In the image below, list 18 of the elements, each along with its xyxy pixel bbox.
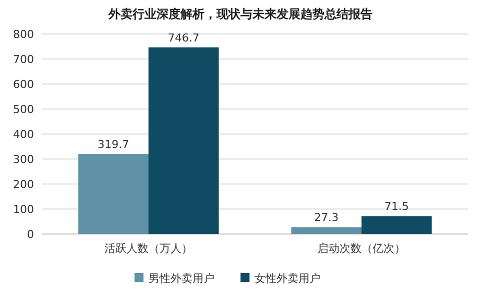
legend-label: 男性外卖用户	[148, 272, 214, 285]
data-label: 746.7	[168, 31, 200, 44]
y-tick-label: 400	[13, 128, 34, 141]
legend-label: 女性外卖用户	[254, 272, 320, 285]
y-tick-label: 200	[13, 178, 34, 191]
title: 外卖行业深度解析，现状与未来发展趋势总结报告	[108, 7, 372, 21]
y-tick-label: 500	[13, 103, 34, 116]
x-tick-label: 启动次数（亿次）	[318, 242, 406, 255]
y-tick-label: 700	[13, 53, 34, 66]
data-label: 319.7	[98, 138, 130, 152]
y-tick-label: 300	[13, 153, 34, 166]
y-tick-label: 0	[27, 228, 34, 241]
y-tick-label: 800	[13, 28, 34, 41]
data-label: 27.3	[314, 211, 339, 224]
y-tick-label: 100	[13, 203, 34, 216]
data-label: 71.5	[384, 200, 409, 214]
y-tick-label: 600	[13, 78, 34, 91]
x-tick-label: 活跃人数（万人）	[104, 242, 192, 255]
